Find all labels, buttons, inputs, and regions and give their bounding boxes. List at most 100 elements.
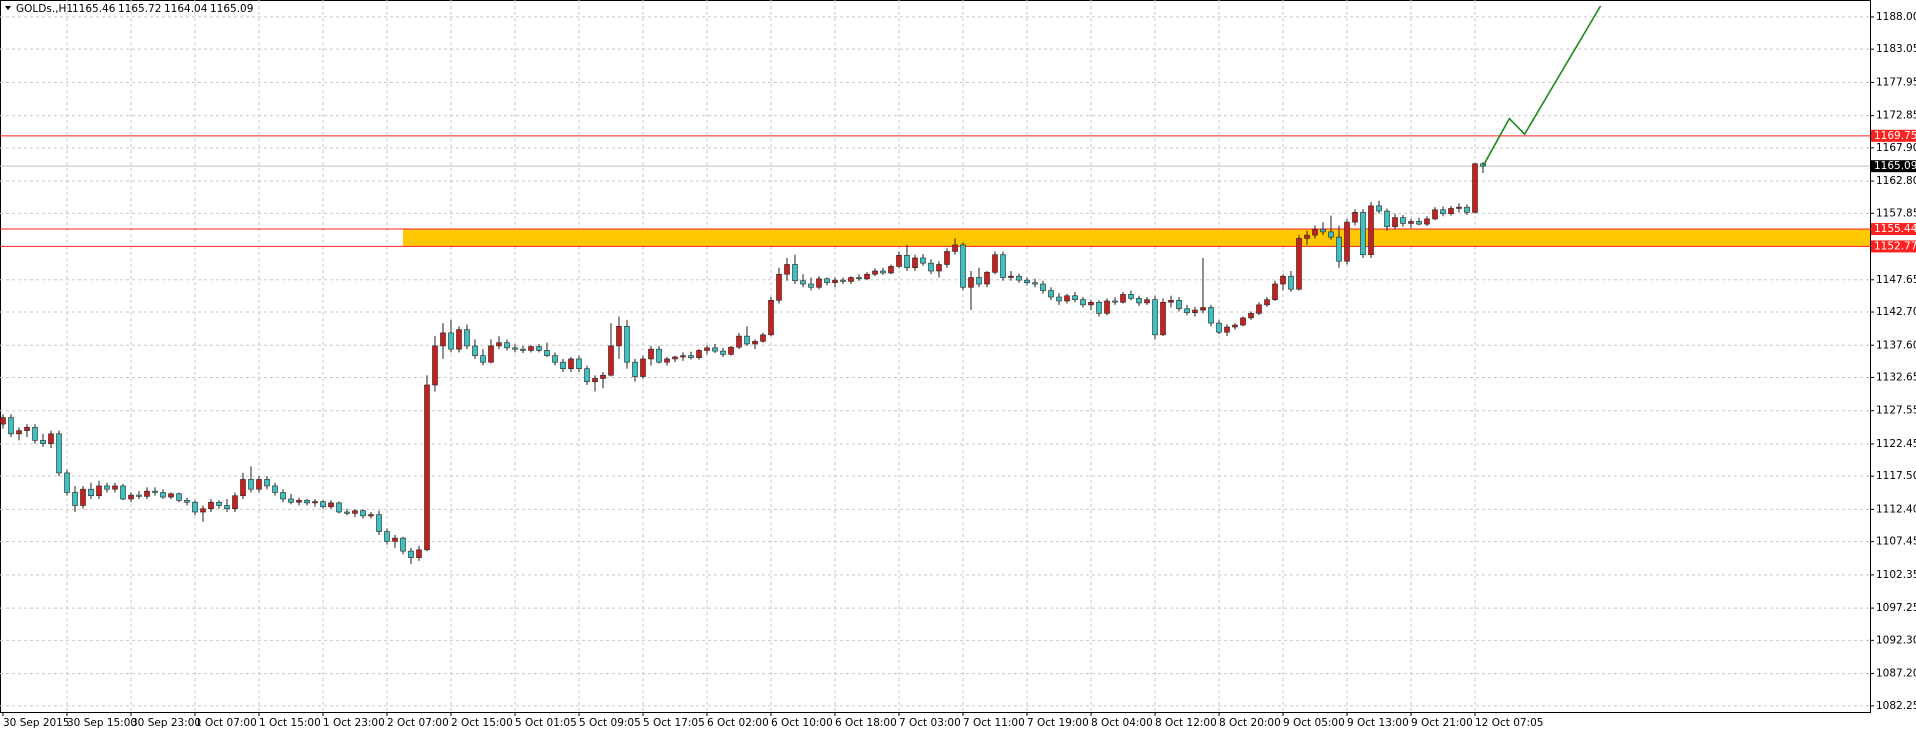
- y-tick-label: 1107.45: [1876, 536, 1916, 548]
- candle-body: [352, 510, 358, 514]
- candle-body: [1320, 228, 1326, 233]
- candle-body: [384, 531, 390, 542]
- candle-body: [728, 346, 734, 355]
- candle-body: [952, 244, 958, 252]
- candle-body: [296, 499, 302, 503]
- candle-body: [584, 368, 590, 383]
- candle-body: [112, 485, 118, 490]
- candle-body: [224, 505, 230, 510]
- candle-body: [160, 492, 166, 498]
- x-tick-label: 2 Oct 07:00: [387, 717, 449, 729]
- x-tick-label: 7 Oct 11:00: [963, 717, 1025, 729]
- candle-body: [1152, 299, 1158, 336]
- candle-body: [416, 549, 422, 558]
- candle-body: [880, 270, 886, 274]
- y-tick-label: 1142.70: [1876, 306, 1916, 318]
- candle-body: [96, 485, 102, 497]
- x-tick-label: 12 Oct 07:05: [1475, 717, 1543, 729]
- support-zone: [403, 229, 1870, 247]
- candle-body: [1192, 309, 1198, 313]
- candle-body: [184, 499, 190, 503]
- candle-body: [736, 335, 742, 348]
- candle-body: [1056, 296, 1062, 302]
- candle-body: [312, 501, 318, 504]
- candle-body: [840, 279, 846, 282]
- header: GOLDs.,H1 1165.46 1165.72 1164.04 1165.0…: [5, 3, 253, 15]
- candle-body: [832, 279, 838, 284]
- y-tick-label: 1188.00: [1876, 11, 1916, 23]
- candle-body: [1344, 221, 1350, 262]
- candle-body: [360, 510, 366, 517]
- x-tick-label: 30 Sep 23:00: [131, 717, 201, 729]
- price-label: 1155.44: [1874, 223, 1916, 235]
- candle-body: [1088, 301, 1094, 306]
- candle-body: [1016, 275, 1022, 281]
- y-tick-label: 1102.35: [1876, 569, 1916, 581]
- candle-body: [1200, 307, 1206, 311]
- candle-body: [664, 358, 670, 363]
- candle-body: [760, 334, 766, 342]
- candle-body: [656, 348, 662, 363]
- candle-body: [600, 374, 606, 379]
- candle-body: [768, 300, 774, 336]
- candle-body: [480, 355, 486, 363]
- candle-body: [1424, 218, 1430, 225]
- candle-body: [1232, 324, 1238, 328]
- candle-body: [1112, 300, 1118, 303]
- candle-body: [504, 342, 510, 349]
- candle-body: [128, 494, 134, 500]
- candle-body: [944, 251, 950, 265]
- price-lines: [0, 135, 1870, 247]
- y-tick-label: 1172.85: [1876, 110, 1916, 122]
- candle-body: [264, 479, 270, 487]
- candle-body: [1336, 236, 1342, 262]
- x-tick-label: 7 Oct 03:00: [899, 717, 961, 729]
- candle-body: [144, 490, 150, 497]
- x-tick-label: 30 Sep 2015: [3, 717, 70, 729]
- y-tick-label: 1167.90: [1876, 142, 1916, 154]
- candle-body: [1040, 283, 1046, 291]
- candle-body: [848, 277, 854, 282]
- candle-body: [696, 350, 702, 358]
- candle-body: [608, 345, 614, 376]
- candle-body: [368, 514, 374, 517]
- candle-body: [560, 361, 566, 370]
- candle-body: [1264, 299, 1270, 306]
- price-label: 1169.75: [1874, 130, 1916, 142]
- candle-body: [1440, 209, 1446, 214]
- y-tick-label: 1162.80: [1876, 175, 1916, 187]
- candle-body: [616, 326, 622, 347]
- price-label: 1152.77: [1874, 240, 1916, 252]
- candle-body: [1416, 221, 1422, 225]
- candle-body: [1304, 234, 1310, 239]
- candle-body: [1360, 212, 1366, 256]
- candle-body: [744, 335, 750, 345]
- candle-body: [888, 266, 894, 274]
- candle-body: [440, 332, 446, 347]
- candle-body: [976, 277, 982, 285]
- candle-body: [120, 485, 126, 500]
- candle-body: [408, 550, 414, 558]
- candle-body: [248, 479, 254, 490]
- candle-body: [1128, 294, 1134, 299]
- candle-body: [8, 417, 14, 435]
- x-tick-label: 6 Oct 10:00: [771, 717, 833, 729]
- candle-body: [328, 502, 334, 508]
- candle-body: [1376, 205, 1382, 212]
- candle-body: [1280, 275, 1286, 285]
- candle-body: [776, 273, 782, 301]
- candle-body: [704, 347, 710, 351]
- y-tick-label: 1147.65: [1876, 274, 1916, 286]
- candle-body: [456, 329, 462, 350]
- candle-body: [712, 347, 718, 352]
- candle-body: [752, 341, 758, 345]
- candle-body: [1048, 290, 1054, 298]
- candle-body: [920, 257, 926, 264]
- candle-body: [240, 479, 246, 497]
- candle-body: [592, 378, 598, 383]
- candle-body: [136, 494, 142, 497]
- price-label-box: [1871, 223, 1916, 236]
- candle-body: [1240, 317, 1246, 326]
